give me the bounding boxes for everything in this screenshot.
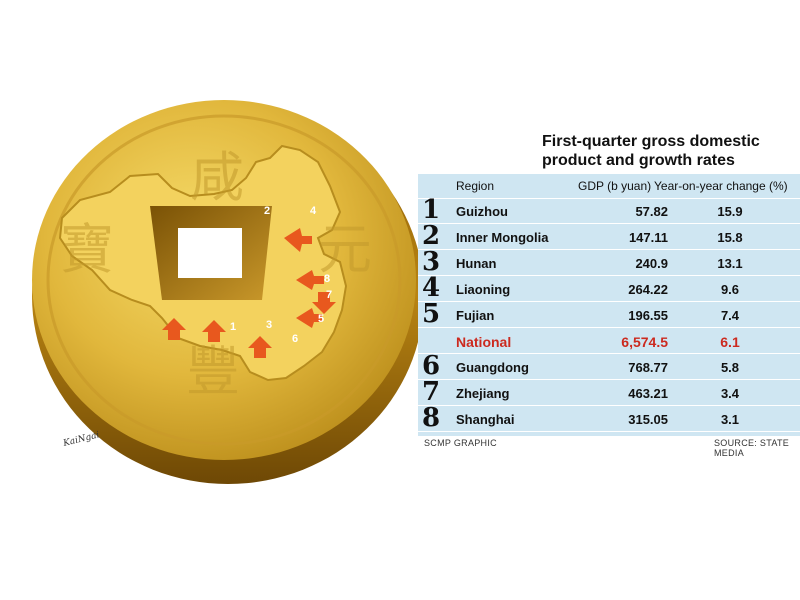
rank-number: 5 bbox=[422, 299, 441, 329]
footer-source: SOURCE: STATE MEDIA bbox=[714, 438, 790, 458]
chart-title-line-2: product and growth rates bbox=[542, 152, 735, 169]
footer-credit: SCMP GRAPHIC bbox=[424, 438, 497, 448]
map-number-8: 8 bbox=[324, 273, 330, 285]
region-name: Liaoning bbox=[456, 282, 511, 297]
region-name: Fujian bbox=[456, 308, 495, 323]
arrow-1 bbox=[162, 318, 186, 340]
map-number-5: 5 bbox=[318, 313, 324, 325]
artist-signature: KaiNgai bbox=[61, 430, 100, 449]
arrow-1b bbox=[202, 320, 226, 342]
header-change: Year-on-year change (%) bbox=[654, 179, 788, 193]
gdp-table-panel: First-quarter gross domestic product and… bbox=[418, 130, 800, 458]
chart-title: First-quarter gross domestic product and… bbox=[542, 132, 800, 170]
rank-number: 6 bbox=[422, 351, 441, 381]
change-value: 15.9 bbox=[717, 204, 743, 219]
change-value: 13.1 bbox=[717, 256, 743, 271]
table-header: Region GDP (b yuan) Year-on-year change … bbox=[418, 174, 800, 199]
arrow-4 bbox=[284, 228, 312, 252]
arrow-3 bbox=[248, 336, 272, 358]
change-value: 3.1 bbox=[720, 412, 740, 427]
header-gdp: GDP (b yuan) bbox=[578, 179, 652, 193]
table-row: 7 Zhejiang 463.21 3.4 bbox=[418, 377, 800, 407]
map-number-4: 4 bbox=[310, 205, 317, 217]
coin-char-bottom: 豐 bbox=[186, 340, 240, 403]
gdp-value: 57.82 bbox=[635, 204, 668, 219]
table-row: 3 Hunan 240.9 13.1 bbox=[418, 247, 800, 277]
change-value: 9.6 bbox=[720, 282, 740, 297]
region-name: National bbox=[456, 334, 512, 350]
map-number-2: 2 bbox=[264, 205, 270, 217]
header-region: Region bbox=[456, 179, 495, 193]
gdp-value: 768.77 bbox=[628, 360, 668, 375]
region-name: Zhejiang bbox=[456, 386, 510, 401]
coin-inner-ring bbox=[46, 114, 402, 446]
chart-title-line-1: First-quarter gross domestic bbox=[542, 133, 760, 150]
rank-number: 7 bbox=[422, 377, 441, 407]
region-name: Hunan bbox=[456, 256, 497, 271]
change-value: 15.8 bbox=[717, 230, 743, 245]
change-value: 6.1 bbox=[720, 334, 740, 350]
arrow-5 bbox=[296, 308, 322, 328]
gdp-value: 264.22 bbox=[628, 282, 668, 297]
map-number-7: 7 bbox=[326, 289, 332, 301]
coin-hole bbox=[178, 228, 242, 278]
gdp-value: 147.11 bbox=[628, 230, 668, 245]
rank-number: 8 bbox=[422, 403, 441, 433]
map-number-1: 1 bbox=[230, 321, 236, 333]
table-row: 8 Shanghai 315.05 3.1 bbox=[418, 403, 800, 433]
change-value: 7.4 bbox=[720, 308, 740, 323]
region-name: Inner Mongolia bbox=[456, 230, 549, 245]
coin-char-left: 寶 bbox=[60, 218, 114, 281]
coin-char-right: 元 bbox=[318, 218, 372, 281]
coin-char-top: 咸 bbox=[190, 146, 244, 209]
table-row: National 6,574.5 6.1 bbox=[418, 329, 800, 354]
gdp-value: 196.55 bbox=[628, 308, 668, 323]
table-row: 6 Guangdong 768.77 5.8 bbox=[418, 351, 800, 381]
gdp-value: 315.05 bbox=[628, 412, 668, 427]
gdp-table: Region GDP (b yuan) Year-on-year change … bbox=[418, 174, 800, 436]
table-row: 1 Guizhou 57.82 15.9 bbox=[418, 195, 800, 225]
map-number-3: 3 bbox=[266, 319, 272, 331]
rank-number: 1 bbox=[422, 195, 441, 225]
region-name: Guizhou bbox=[456, 204, 508, 219]
gdp-value: 240.9 bbox=[635, 256, 668, 271]
arrow-8 bbox=[296, 270, 324, 290]
change-value: 3.4 bbox=[720, 386, 740, 401]
gdp-value: 6,574.5 bbox=[621, 334, 668, 350]
table-row: 2 Inner Mongolia 147.11 15.8 bbox=[418, 221, 800, 251]
arrows bbox=[162, 228, 336, 358]
region-name: Guangdong bbox=[456, 360, 529, 375]
rank-number: 2 bbox=[422, 221, 441, 251]
gdp-value: 463.21 bbox=[628, 386, 668, 401]
map-number-6: 6 bbox=[292, 333, 298, 345]
arrow-7 bbox=[312, 292, 336, 314]
change-value: 5.8 bbox=[720, 360, 740, 375]
rank-number: 3 bbox=[422, 247, 441, 277]
table-row: 4 Liaoning 264.22 9.6 bbox=[418, 273, 800, 303]
region-name: Shanghai bbox=[456, 412, 515, 427]
rank-number: 4 bbox=[422, 273, 441, 303]
table-row: 5 Fujian 196.55 7.4 bbox=[418, 299, 800, 329]
